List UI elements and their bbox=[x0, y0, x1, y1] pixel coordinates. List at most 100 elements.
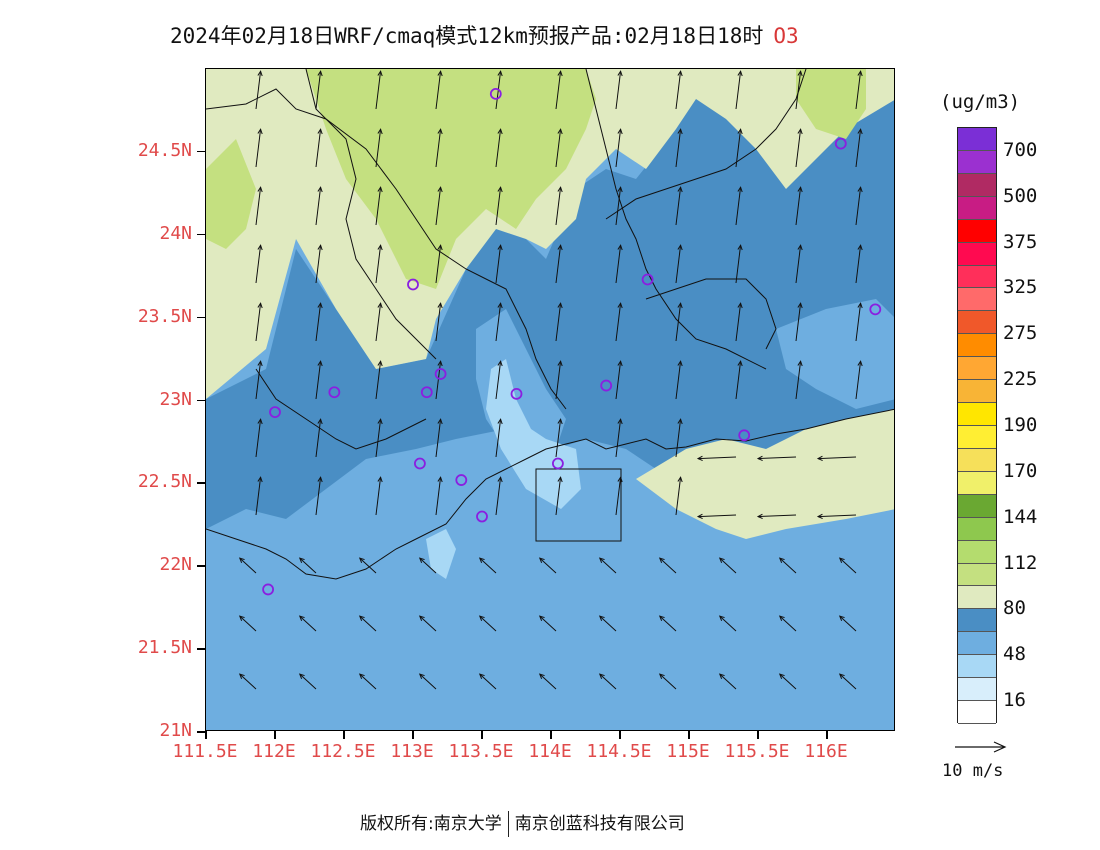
wind-arrow-head bbox=[478, 557, 485, 563]
wind-arrow bbox=[818, 456, 857, 460]
concentration-band-80-112 bbox=[206, 89, 894, 529]
wind-arrow-head bbox=[737, 302, 743, 309]
wind-arrow-head bbox=[617, 128, 623, 135]
wind-arrow bbox=[839, 557, 857, 574]
lon-tick bbox=[481, 731, 483, 739]
monitoring-station-marker bbox=[551, 457, 564, 470]
monitoring-station-marker bbox=[413, 457, 426, 470]
wind-arrow-head bbox=[557, 418, 563, 425]
wind-arrow-head bbox=[557, 186, 563, 193]
wind-arrow bbox=[818, 514, 857, 518]
colorbar-label: 112 bbox=[1003, 551, 1038, 574]
wind-arrow-head bbox=[838, 557, 845, 563]
wind-arrow bbox=[419, 673, 437, 690]
wind-arrow-head bbox=[557, 476, 563, 483]
colorbar-segment bbox=[958, 540, 996, 564]
lat-tick-label: 24.5N bbox=[137, 139, 192, 161]
wind-arrow bbox=[419, 557, 437, 574]
lon-tick-label: 112E bbox=[252, 741, 296, 762]
colorbar-segment bbox=[958, 425, 996, 449]
lon-tick-label: 111.5E bbox=[172, 741, 238, 762]
wind-arrow bbox=[495, 303, 502, 342]
colorbar-units: (ug/m3) bbox=[940, 91, 1021, 113]
wind-arrow-head bbox=[298, 615, 305, 621]
pollutant-label: O3 bbox=[773, 24, 799, 48]
wind-arrow bbox=[315, 245, 322, 284]
lon-tick bbox=[343, 731, 345, 739]
wind-arrow bbox=[795, 361, 802, 400]
wind-arrow-head bbox=[838, 673, 845, 679]
wind-arrow-head bbox=[557, 302, 563, 309]
wind-arrow-head bbox=[418, 673, 425, 679]
map-canvas bbox=[206, 69, 894, 730]
wind-arrow bbox=[495, 129, 502, 168]
monitoring-station-marker bbox=[455, 474, 468, 486]
wind-arrow-head bbox=[737, 70, 743, 77]
wind-arrow bbox=[479, 557, 497, 574]
wind-arrow-head bbox=[617, 186, 623, 193]
wind-arrow bbox=[239, 615, 257, 632]
wind-arrow bbox=[795, 303, 802, 342]
colorbar bbox=[957, 127, 997, 724]
wind-arrow-head bbox=[797, 302, 803, 309]
wind-arrow-head bbox=[857, 360, 863, 367]
wind-arrow bbox=[419, 615, 437, 632]
wind-arrow-head bbox=[778, 673, 785, 679]
concentration-band-16-48-west bbox=[426, 529, 456, 579]
wind-arrow bbox=[615, 187, 622, 226]
colorbar-label: 16 bbox=[1003, 689, 1026, 712]
wind-arrow-head bbox=[478, 615, 485, 621]
wind-arrow bbox=[719, 615, 737, 632]
wind-arrow bbox=[315, 187, 322, 226]
map-title: 2024年02月18日WRF/cmaq模式12km预报产品:02月18日18时 O… bbox=[170, 20, 799, 50]
monitoring-station-marker bbox=[510, 387, 523, 400]
colorbar-label: 170 bbox=[1003, 459, 1038, 482]
wind-arrow bbox=[435, 419, 442, 458]
concentration-band-112-144-west bbox=[206, 139, 256, 249]
monitoring-station-marker bbox=[869, 303, 882, 316]
wind-arrow-head bbox=[598, 615, 605, 621]
wind-arrow-head bbox=[598, 673, 605, 679]
wind-arrow bbox=[315, 71, 322, 110]
colorbar-segment bbox=[958, 334, 996, 358]
colorbar-label: 190 bbox=[1003, 414, 1038, 436]
lon-tick bbox=[550, 731, 552, 739]
wind-arrow bbox=[315, 303, 322, 342]
wind-arrow bbox=[719, 673, 737, 690]
wind-arrow-head bbox=[797, 186, 803, 193]
wind-arrow-head bbox=[857, 302, 863, 309]
lon-tick-label: 113.5E bbox=[448, 741, 514, 762]
wind-arrow bbox=[555, 477, 562, 516]
wind-arrow bbox=[698, 456, 737, 460]
wind-arrow-head bbox=[718, 673, 725, 679]
colorbar-segment bbox=[958, 655, 996, 679]
wind-arrow bbox=[495, 245, 502, 284]
wind-arrow-head bbox=[298, 673, 305, 679]
wind-arrow-head bbox=[737, 128, 743, 135]
wind-scale-arrow-icon bbox=[955, 741, 1007, 753]
wind-arrow-head bbox=[778, 557, 785, 563]
wind-arrow-head bbox=[677, 418, 683, 425]
wind-arrow-head bbox=[377, 360, 383, 367]
wind-arrow bbox=[435, 303, 442, 342]
wind-arrow bbox=[495, 187, 502, 226]
monitoring-station-marker bbox=[738, 429, 751, 442]
footer-owner: 版权所有:南京大学 bbox=[360, 814, 502, 834]
wind-arrow bbox=[675, 419, 682, 458]
wind-arrow bbox=[359, 615, 377, 632]
wind-arrow-head bbox=[317, 476, 323, 483]
colorbar-label: 225 bbox=[1003, 368, 1038, 391]
wind-arrow-head bbox=[718, 557, 725, 563]
wind-arrow bbox=[359, 557, 377, 574]
wind-arrow bbox=[255, 303, 262, 342]
wind-arrow bbox=[435, 361, 442, 400]
wind-arrow bbox=[375, 129, 382, 168]
monitoring-station-marker bbox=[407, 278, 419, 291]
wind-arrow-head bbox=[497, 70, 503, 77]
lon-tick-label: 115.5E bbox=[724, 741, 790, 762]
wind-arrow bbox=[659, 557, 677, 574]
colorbar-segment bbox=[958, 288, 996, 312]
wind-arrow-head bbox=[677, 128, 683, 135]
wind-arrow-head bbox=[677, 244, 683, 251]
wind-arrow-head bbox=[677, 360, 683, 367]
